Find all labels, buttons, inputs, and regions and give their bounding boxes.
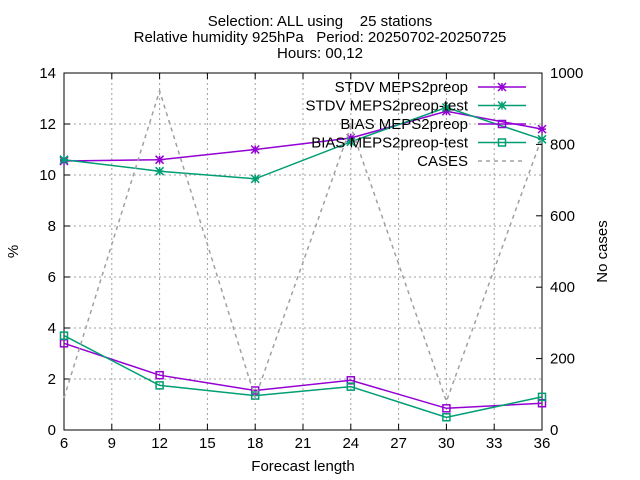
data-point (155, 370, 164, 380)
series-1 (59, 102, 547, 184)
legend-label: BIAS MEPS2preop-test (311, 135, 469, 152)
legend-marker (497, 138, 507, 147)
data-point (250, 174, 260, 184)
y-axis-label: % (5, 245, 22, 258)
legend-label: STDV MEPS2preop (335, 79, 468, 96)
legend-marker (497, 119, 507, 129)
legend-marker (497, 100, 507, 111)
y-tick-label: 10 (39, 167, 56, 184)
data-point (250, 144, 260, 155)
data-point (537, 124, 547, 134)
x-tick-label: 12 (151, 435, 168, 452)
x-tick-label: 30 (438, 435, 455, 452)
chart-title-line: Selection: ALL using 25 stations (208, 13, 433, 30)
x-tick-label: 15 (199, 435, 216, 452)
x-tick-label: 6 (60, 435, 68, 452)
y-tick-label: 14 (39, 65, 56, 82)
x-tick-label: 9 (108, 435, 116, 452)
plot-frame (63, 72, 543, 431)
data-point (346, 382, 356, 391)
y2-tick-label: 1000 (550, 65, 583, 82)
y2-tick-label: 0 (550, 422, 558, 439)
data-point (442, 404, 451, 413)
series-line (63, 110, 543, 162)
y-tick-label: 12 (39, 116, 56, 133)
series-2 (59, 339, 547, 413)
grid (64, 73, 542, 430)
y2-tick-label: 800 (550, 136, 575, 153)
x-tick-label: 21 (295, 435, 312, 452)
chart-title: Selection: ALL using 25 stationsRelative… (134, 13, 507, 62)
data-point (537, 134, 547, 144)
data-point (442, 413, 451, 422)
y-tick-label: 6 (48, 269, 56, 286)
data-point (250, 386, 260, 395)
series-4 (63, 88, 543, 404)
y-tick-label: 4 (48, 320, 56, 337)
chart-title-line: Hours: 00,12 (277, 45, 363, 62)
data-point (537, 392, 547, 402)
y-tick-label: 8 (48, 218, 56, 235)
series-lines (59, 88, 547, 422)
legend-label: STDV MEPS2preop-test (305, 98, 468, 115)
legend-label: CASES (417, 153, 468, 170)
data-point (441, 102, 451, 112)
y2-tick-label: 400 (550, 279, 575, 296)
data-point (59, 331, 69, 340)
series-line (63, 106, 543, 180)
y-axis-ticks: 0 2 4 6 8 10 12 14 (39, 65, 70, 439)
x-tick-label: 18 (247, 435, 264, 452)
series-3 (59, 331, 547, 422)
y-tick-label: 2 (48, 371, 56, 388)
y-tick-label: 0 (48, 422, 56, 439)
y2-axis-ticks: 0 200 400 600 800 1000 (536, 65, 583, 439)
data-point (155, 381, 164, 390)
x-tick-label: 24 (342, 435, 359, 452)
y2-axis-label: No cases (594, 220, 611, 283)
legend-marker (497, 82, 507, 92)
x-tick-label: 36 (534, 435, 551, 452)
series-line (63, 88, 543, 404)
data-point (59, 155, 69, 165)
series-line (63, 334, 543, 419)
x-axis-label: Forecast length (251, 458, 354, 475)
series-line (63, 342, 543, 410)
x-tick-label: 27 (390, 435, 407, 452)
y2-tick-label: 200 (550, 351, 575, 368)
data-point (346, 137, 356, 147)
x-axis-ticks: 6 9 12 15 18 21 24 27 30 33 36 (60, 73, 551, 452)
data-point (155, 166, 165, 176)
legend-label: BIAS MEPS2preop (340, 116, 468, 133)
data-point (155, 155, 165, 165)
chart-title-line: Relative humidity 925hPa Period: 2025070… (134, 29, 507, 46)
y2-tick-label: 600 (550, 208, 575, 225)
x-tick-label: 33 (486, 435, 503, 452)
